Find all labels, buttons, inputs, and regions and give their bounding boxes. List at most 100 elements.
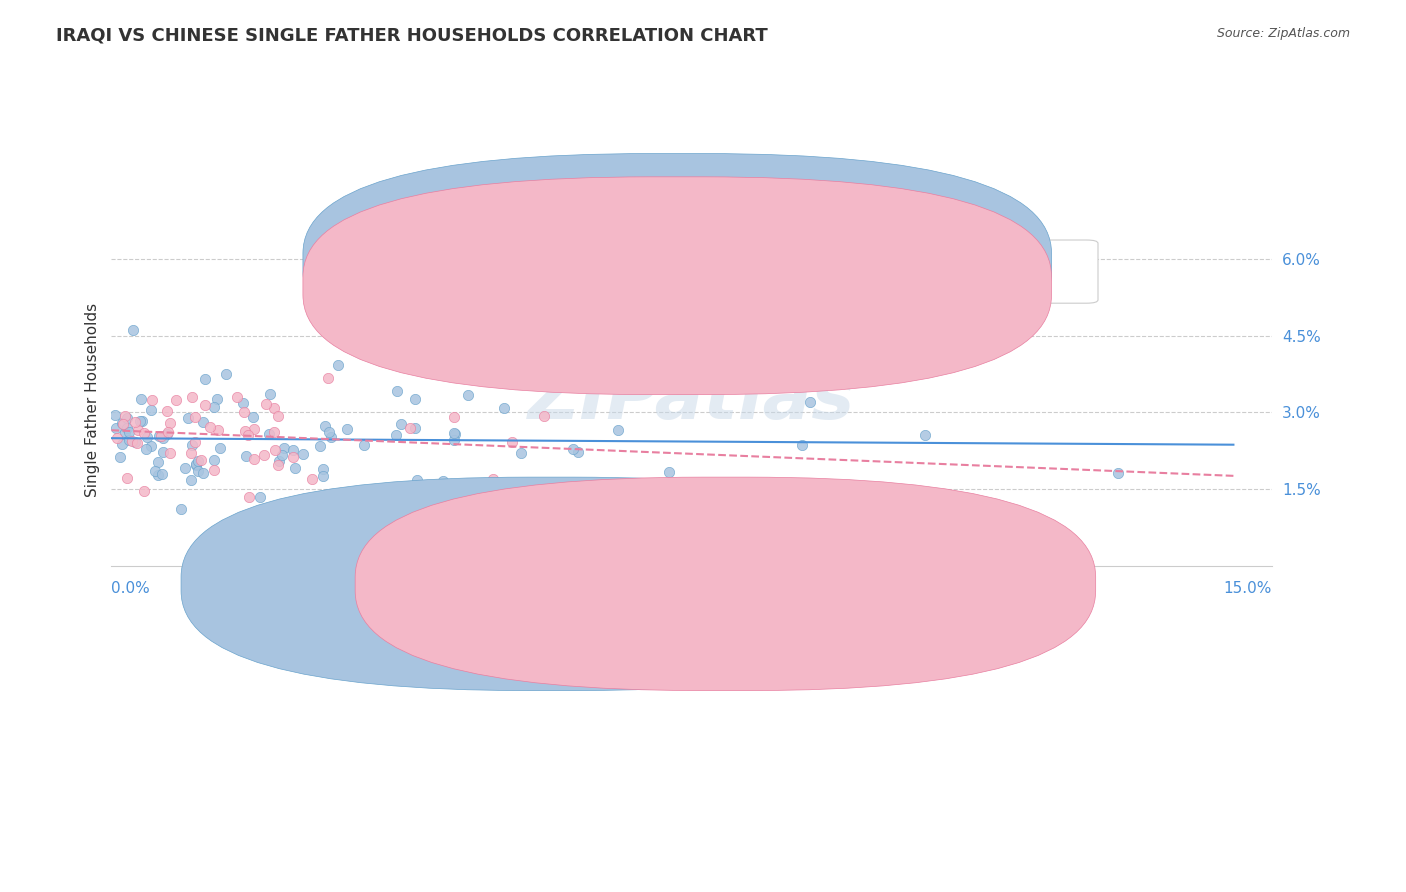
Text: Source: ZipAtlas.com: Source: ZipAtlas.com <box>1216 27 1350 40</box>
Point <box>134 425 156 440</box>
Point <box>267 409 290 424</box>
Point <box>187 464 209 478</box>
Point <box>124 434 146 449</box>
Point <box>180 445 202 459</box>
Point <box>432 474 454 488</box>
Point <box>150 429 173 443</box>
Point <box>326 358 349 372</box>
Point <box>232 396 254 410</box>
Point <box>115 421 138 435</box>
Point <box>316 371 339 385</box>
Point <box>477 484 499 499</box>
Text: R = -0.001   N = 49: R = -0.001 N = 49 <box>703 284 846 298</box>
Point <box>111 416 134 430</box>
Point <box>751 370 773 384</box>
Point <box>253 448 276 462</box>
Point <box>281 443 304 458</box>
Point <box>115 411 138 425</box>
Point <box>270 448 292 462</box>
Point <box>184 457 207 471</box>
Point <box>233 405 256 419</box>
Point <box>515 509 537 524</box>
Point <box>457 388 479 402</box>
Point <box>115 471 138 485</box>
Point <box>141 393 163 408</box>
Point <box>114 409 136 423</box>
Point <box>291 447 314 461</box>
Point <box>267 454 290 468</box>
Point <box>387 384 409 398</box>
Point <box>135 430 157 444</box>
Point <box>284 460 307 475</box>
Text: Chinese: Chinese <box>768 575 828 590</box>
Point <box>533 409 555 424</box>
Point <box>692 378 714 392</box>
Point <box>111 437 134 451</box>
Point <box>122 323 145 337</box>
Point <box>152 431 174 445</box>
Point <box>492 401 515 415</box>
Point <box>562 442 585 457</box>
Point <box>1107 466 1129 480</box>
Point <box>184 434 207 449</box>
FancyBboxPatch shape <box>302 177 1052 394</box>
Point <box>243 421 266 435</box>
Point <box>191 466 214 480</box>
Point <box>207 423 229 437</box>
FancyBboxPatch shape <box>356 477 1095 690</box>
Point <box>790 438 813 452</box>
Text: IRAQI VS CHINESE SINGLE FATHER HOUSEHOLDS CORRELATION CHART: IRAQI VS CHINESE SINGLE FATHER HOUSEHOLD… <box>56 27 768 45</box>
Point <box>159 446 181 460</box>
Point <box>233 424 256 438</box>
Point <box>510 446 533 460</box>
Point <box>129 392 152 407</box>
Point <box>238 490 260 504</box>
Point <box>184 410 207 425</box>
Point <box>567 444 589 458</box>
FancyBboxPatch shape <box>181 477 921 690</box>
Point <box>242 409 264 424</box>
Point <box>443 409 465 424</box>
Point <box>146 455 169 469</box>
Point <box>236 428 259 442</box>
Point <box>118 425 141 439</box>
Point <box>318 425 340 439</box>
Point <box>883 360 905 375</box>
Point <box>152 445 174 459</box>
Point <box>108 450 131 464</box>
Point <box>447 486 470 500</box>
Point <box>911 512 934 526</box>
Point <box>132 483 155 498</box>
Point <box>226 390 249 404</box>
Point <box>194 397 217 411</box>
Point <box>124 416 146 430</box>
Point <box>105 431 128 445</box>
Point <box>389 417 412 432</box>
Point <box>174 461 197 475</box>
Point <box>256 397 278 411</box>
Point <box>104 408 127 422</box>
Point <box>368 483 391 498</box>
Point <box>156 403 179 417</box>
Point <box>443 425 465 440</box>
Point <box>200 420 222 434</box>
Point <box>263 425 285 439</box>
Point <box>191 415 214 429</box>
Point <box>156 427 179 442</box>
Point <box>443 433 465 447</box>
Point <box>181 390 204 404</box>
Point <box>125 436 148 450</box>
Point <box>139 439 162 453</box>
Text: Iraqis: Iraqis <box>588 575 630 590</box>
Point <box>129 414 152 428</box>
Point <box>159 416 181 430</box>
Point <box>170 501 193 516</box>
Point <box>406 473 429 487</box>
Point <box>180 438 202 452</box>
Point <box>353 438 375 452</box>
Point <box>209 441 232 455</box>
Point <box>266 458 288 472</box>
Point <box>135 442 157 457</box>
Point <box>444 426 467 441</box>
Point <box>404 392 426 406</box>
